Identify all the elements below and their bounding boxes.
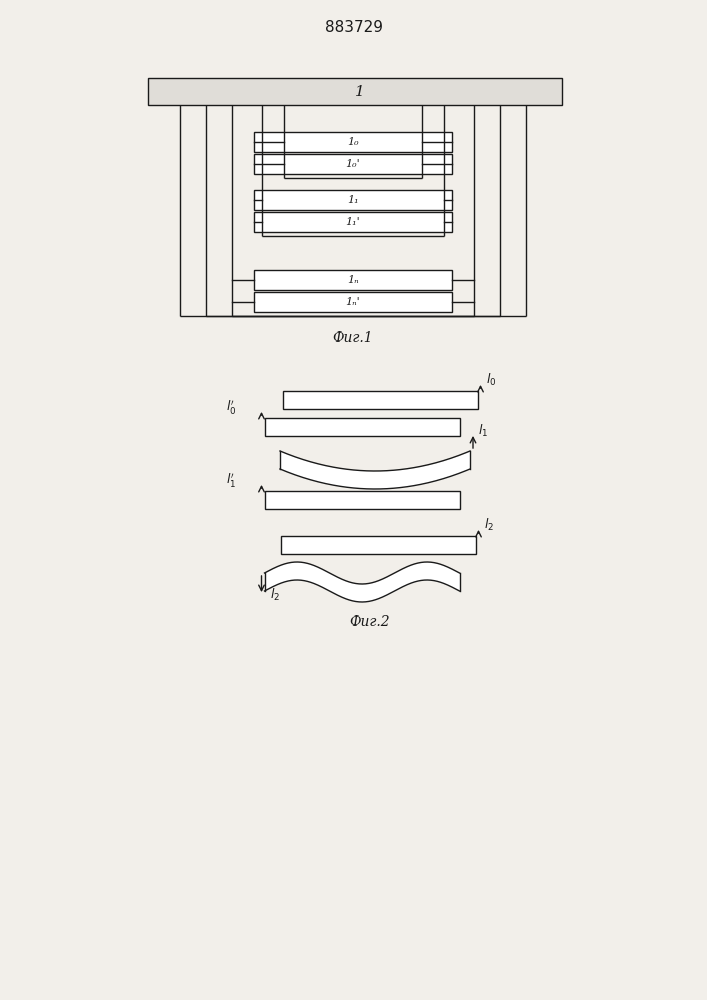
Text: $l_0'$: $l_0'$ — [226, 398, 237, 416]
Text: 1ₙ: 1ₙ — [347, 275, 359, 285]
Text: 1₀: 1₀ — [347, 137, 359, 147]
Text: 883729: 883729 — [325, 20, 383, 35]
Bar — [264, 491, 460, 509]
Bar — [254, 270, 452, 290]
Text: $l_0$: $l_0$ — [486, 372, 496, 388]
Bar — [264, 418, 460, 436]
Text: Фиг.1: Фиг.1 — [333, 331, 373, 345]
Bar — [254, 132, 452, 152]
Bar — [281, 536, 476, 554]
Text: 1₁': 1₁' — [346, 217, 361, 227]
Text: 1: 1 — [355, 85, 365, 99]
Text: $l_1$: $l_1$ — [478, 423, 489, 439]
Bar — [254, 154, 452, 174]
Bar — [254, 292, 452, 312]
Text: 1ₙ': 1ₙ' — [346, 297, 361, 307]
Text: Фиг.2: Фиг.2 — [350, 615, 390, 629]
Bar — [254, 190, 452, 210]
Text: $l_2$: $l_2$ — [484, 517, 493, 533]
Text: $l_2$: $l_2$ — [269, 587, 279, 603]
Bar — [254, 212, 452, 232]
Bar — [148, 78, 562, 105]
Text: 1₁: 1₁ — [347, 195, 359, 205]
Text: $l_1'$: $l_1'$ — [226, 471, 237, 489]
Bar — [283, 391, 477, 409]
Text: 1₀': 1₀' — [346, 159, 361, 169]
